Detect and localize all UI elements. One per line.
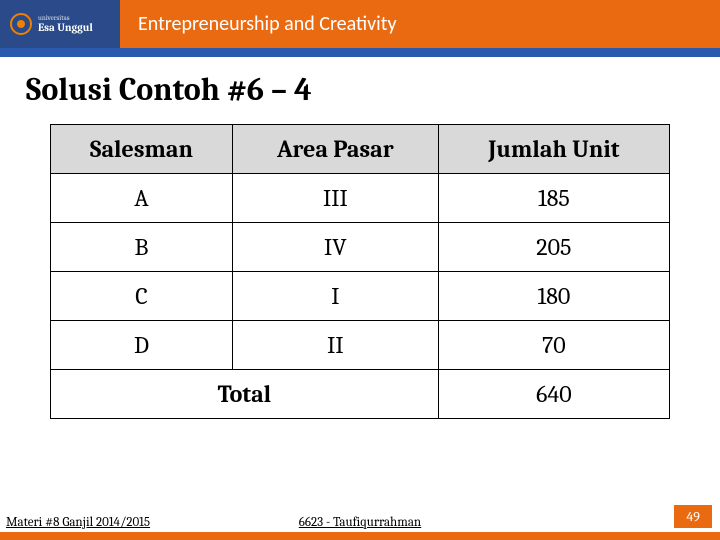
table-row: A III 185: [51, 174, 670, 223]
logo-icon: [10, 13, 32, 35]
content-area: Solusi Contoh #6 – 4 Salesman Area Pasar…: [0, 57, 720, 419]
blue-strip: [0, 48, 720, 57]
logo-box: universitas Esa Unggul: [0, 0, 120, 48]
logo-small: universitas: [38, 15, 93, 22]
table-row: D II 70: [51, 321, 670, 370]
slide-title: Solusi Contoh #6 – 4: [26, 71, 694, 108]
table-header-row: Salesman Area Pasar Jumlah Unit: [51, 125, 670, 174]
table-row: B IV 205: [51, 223, 670, 272]
footer-left: Materi #8 Ganjil 2014/2015: [6, 515, 150, 530]
table-total-row: Total 640: [51, 370, 670, 419]
table-row: C I 180: [51, 272, 670, 321]
header-title: Entrepreneurship and Creativity: [120, 0, 720, 48]
logo-text: universitas Esa Unggul: [38, 15, 93, 33]
page-number: 49: [674, 505, 712, 528]
slide-footer: Materi #8 Ganjil 2014/2015 49 6623 - Tau…: [0, 505, 720, 540]
slide-header: universitas Esa Unggul Entrepreneurship …: [0, 0, 720, 48]
footer-center: 6623 - Taufiqurrahman: [299, 515, 421, 530]
logo-main: Esa Unggul: [38, 21, 93, 34]
footer-bar: [0, 532, 720, 540]
col-units: Jumlah Unit: [438, 125, 669, 174]
total-label: Total: [51, 370, 439, 419]
col-salesman: Salesman: [51, 125, 233, 174]
data-table: Salesman Area Pasar Jumlah Unit A III 18…: [50, 124, 670, 419]
col-area: Area Pasar: [232, 125, 438, 174]
total-value: 640: [438, 370, 669, 419]
